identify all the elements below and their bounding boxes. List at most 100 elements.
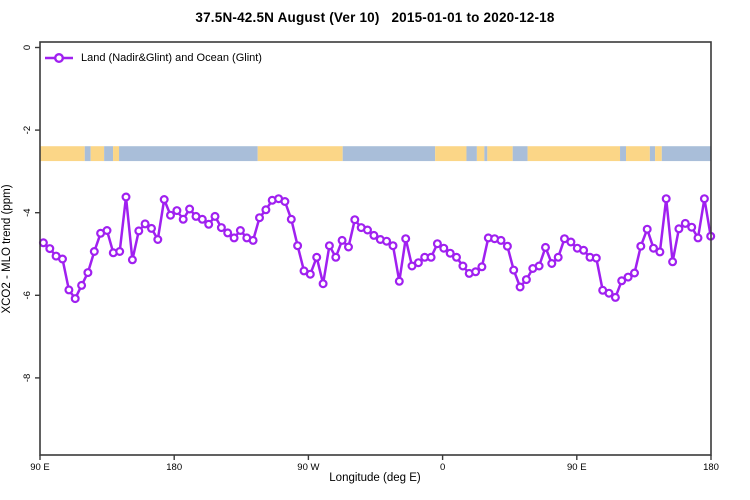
data-point-marker — [617, 276, 627, 286]
data-point-marker — [280, 197, 290, 207]
map-band-ocean-segment — [104, 146, 114, 162]
data-point-marker — [286, 214, 296, 224]
data-point-marker — [223, 228, 233, 238]
data-point-marker — [57, 254, 67, 264]
data-point-marker — [674, 224, 684, 234]
x-tick-label: 0 — [440, 462, 445, 473]
data-point-marker — [77, 280, 87, 290]
data-point-marker — [331, 252, 341, 262]
data-point-marker — [394, 276, 404, 286]
data-point-marker — [229, 233, 239, 243]
data-point-marker — [509, 265, 519, 275]
data-point-marker — [64, 285, 74, 295]
data-point-marker — [166, 210, 176, 220]
data-point-marker — [642, 224, 652, 234]
legend: Land (Nadir&Glint) and Ocean (Glint) — [44, 50, 262, 66]
data-point-marker — [293, 241, 303, 251]
data-point-marker — [102, 226, 112, 236]
map-band-land-segment — [113, 146, 120, 162]
data-point-marker — [159, 195, 169, 205]
map-band-land-segment — [90, 146, 105, 162]
data-point-marker — [413, 258, 423, 268]
data-point-marker — [261, 205, 271, 215]
data-point-marker — [197, 214, 207, 224]
chart-title: 37.5N-42.5N August (Ver 10) 2015-01-01 t… — [195, 10, 555, 25]
legend-circle-marker — [53, 53, 64, 63]
data-point-marker — [324, 241, 334, 251]
data-point-marker — [452, 252, 462, 262]
data-point-marker — [216, 223, 226, 233]
data-point-marker — [210, 211, 220, 221]
data-point-marker — [248, 235, 258, 245]
data-point-marker — [515, 282, 525, 292]
map-band-ocean-segment — [661, 146, 711, 162]
data-point-marker — [687, 222, 697, 232]
x-tick-label: 90 W — [297, 462, 319, 473]
data-point-marker — [553, 252, 563, 262]
data-point-marker — [426, 252, 436, 262]
map-band-land-segment — [487, 146, 513, 162]
y-tick-label: 0 — [22, 45, 33, 50]
map-band-ocean-segment — [649, 146, 656, 162]
data-point-marker — [70, 294, 80, 304]
x-axis-label: Longitude (deg E) — [329, 472, 421, 484]
data-point-marker — [172, 206, 182, 216]
data-point-marker — [623, 272, 633, 282]
data-point-marker — [134, 226, 144, 236]
data-point-marker — [318, 279, 328, 289]
data-point-marker — [337, 235, 347, 245]
data-point-marker — [591, 253, 601, 263]
data-point-marker — [540, 242, 550, 252]
data-point-marker — [127, 255, 137, 265]
data-point-marker — [45, 244, 55, 254]
y-tick-label: -2 — [22, 126, 33, 134]
data-point-marker — [477, 262, 487, 272]
data-point-marker — [204, 219, 214, 229]
data-point-marker — [89, 247, 99, 257]
data-point-marker — [668, 257, 678, 267]
data-point-marker — [432, 239, 442, 249]
data-point-marker — [115, 247, 125, 257]
data-point-marker — [445, 248, 455, 258]
data-point-marker — [547, 259, 557, 269]
data-point-marker — [648, 243, 658, 253]
data-point-marker — [629, 268, 639, 278]
data-point-marker — [147, 223, 157, 233]
legend-label: Land (Nadir&Glint) and Ocean (Glint) — [81, 52, 262, 64]
data-point-marker — [496, 235, 506, 245]
data-point-marker — [401, 234, 411, 244]
data-point-marker — [439, 243, 449, 253]
map-band-ocean-segment — [342, 146, 436, 162]
series-line — [42, 195, 712, 300]
data-point-marker — [699, 194, 709, 204]
data-point-marker — [350, 215, 360, 225]
map-band-land-segment — [655, 146, 662, 162]
data-point-marker — [655, 247, 665, 257]
data-point-marker — [579, 245, 589, 255]
data-point-marker — [566, 237, 576, 247]
map-band-ocean-segment — [484, 146, 488, 162]
data-point-marker — [521, 275, 531, 285]
data-point-marker — [185, 204, 195, 214]
data-point-marker — [38, 238, 48, 248]
legend-line-marker-icon — [45, 53, 73, 63]
data-point-marker — [693, 233, 703, 243]
y-tick-label: -6 — [22, 291, 33, 299]
map-band-land-segment — [257, 146, 343, 162]
x-tick-label: 180 — [703, 462, 719, 473]
map-band-land-segment — [40, 146, 85, 162]
map-band-ocean-segment — [119, 146, 258, 162]
data-point-marker — [369, 230, 379, 240]
data-point-marker — [235, 226, 245, 236]
data-point-marker — [661, 194, 671, 204]
data-point-marker — [305, 269, 315, 279]
data-point-marker — [140, 219, 150, 229]
plot-frame — [39, 41, 712, 456]
data-point-marker — [604, 288, 614, 298]
data-point-marker — [121, 192, 131, 202]
x-tick-label: 90 E — [567, 462, 587, 473]
y-tick-label: -4 — [22, 208, 33, 216]
data-point-marker — [471, 267, 481, 277]
data-point-marker — [610, 292, 620, 302]
